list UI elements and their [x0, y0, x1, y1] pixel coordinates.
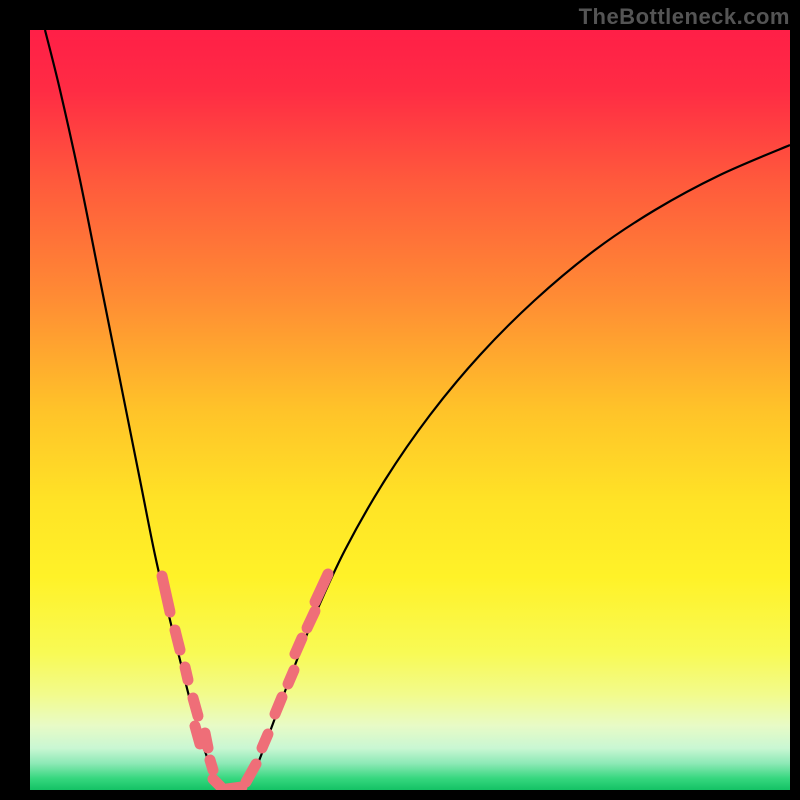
dash-segment	[295, 638, 302, 654]
dash-segment	[162, 576, 170, 612]
dash-segment	[262, 734, 268, 748]
dash-segment	[195, 726, 200, 744]
gradient-plot-area	[30, 30, 790, 790]
dash-segment	[275, 697, 282, 714]
dash-segment	[185, 667, 188, 680]
chart-frame: TheBottleneck.com	[0, 0, 800, 800]
dash-segment	[205, 733, 208, 748]
dash-segment	[307, 611, 315, 628]
dash-segment	[193, 698, 198, 716]
bottleneck-chart	[0, 0, 800, 800]
dash-segment	[210, 760, 213, 770]
dash-segment	[227, 787, 242, 789]
dash-segment	[213, 779, 222, 788]
dash-segment	[175, 630, 180, 650]
dash-segment	[288, 670, 294, 684]
